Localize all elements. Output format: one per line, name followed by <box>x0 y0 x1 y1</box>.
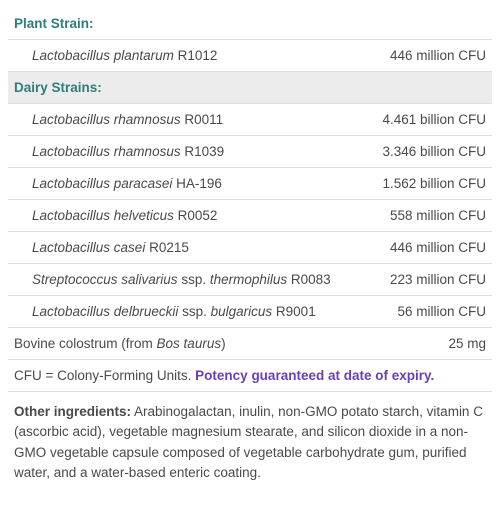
ingredient-amount: 4.461 billion CFU <box>372 112 486 127</box>
ingredient-amount: 1.562 billion CFU <box>372 176 486 191</box>
ingredient-subspecies: thermophilus <box>210 272 287 287</box>
ingredient-species: Lactobacillus delbrueckii <box>32 304 178 319</box>
ingredients-table: Plant Strain: Lactobacillus plantarum R10… <box>8 8 492 489</box>
ingredient-name: Bovine colostrum (from Bos taurus) <box>14 336 226 351</box>
ingredient-row: Lactobacillus paracasei HA-196 1.562 bill… <box>8 168 492 200</box>
footnote: CFU = Colony-Forming Units. Potency guar… <box>8 360 492 392</box>
ingredient-species: Lactobacillus plantarum <box>32 48 174 63</box>
section-heading: Dairy Strains: <box>8 72 492 104</box>
section-title: Plant Strain: <box>14 16 94 31</box>
other-ingredients: Other ingredients: Arabinogalactan, inul… <box>8 392 492 489</box>
ingredient-species: Lactobacillus paracasei <box>32 176 172 191</box>
ingredient-name: Lactobacillus rhamnosus R1039 <box>14 144 224 159</box>
ingredient-name: Lactobacillus helveticus R0052 <box>14 208 217 223</box>
ingredient-row: Lactobacillus helveticus R0052 558 millio… <box>8 200 492 232</box>
ingredient-name: Streptococcus salivarius ssp. thermophil… <box>14 272 331 287</box>
other-ingredients-lead: Other ingredients: <box>14 404 131 419</box>
ingredient-strain: HA-196 <box>176 176 222 191</box>
ingredient-name: Lactobacillus delbrueckii ssp. bulgaricu… <box>14 304 316 319</box>
potency-guarantee: Potency guaranteed at date of expiry. <box>195 368 434 383</box>
ingredient-strain: R0011 <box>184 112 223 127</box>
ingredient-amount: 223 million CFU <box>380 272 486 287</box>
ingredient-name: Lactobacillus plantarum R1012 <box>14 48 217 63</box>
ingredient-strain: R0215 <box>149 240 189 255</box>
ingredient-row: Streptococcus salivarius ssp. thermophil… <box>8 264 492 296</box>
ingredient-strain: R1012 <box>178 48 218 63</box>
ingredient-species: Streptococcus salivarius <box>32 272 178 287</box>
ingredient-species: Lactobacillus rhamnosus <box>32 112 181 127</box>
ingredient-amount: 3.346 billion CFU <box>372 144 486 159</box>
ingredient-species: Lactobacillus helveticus <box>32 208 174 223</box>
ingredient-amount: 446 million CFU <box>380 48 486 63</box>
ingredient-name: Lactobacillus paracasei HA-196 <box>14 176 222 191</box>
ingredient-subspecies: bulgaricus <box>211 304 273 319</box>
section-heading: Plant Strain: <box>8 8 492 40</box>
ingredient-row: Lactobacillus delbrueckii ssp. bulgaricu… <box>8 296 492 328</box>
ingredient-amount: 446 million CFU <box>380 240 486 255</box>
ingredient-species: Lactobacillus casei <box>32 240 145 255</box>
ingredient-strain: R0052 <box>178 208 218 223</box>
ingredient-name: Lactobacillus rhamnosus R0011 <box>14 112 223 127</box>
cfu-definition: CFU = Colony-Forming Units. <box>14 368 195 383</box>
ingredient-row: Lactobacillus casei R0215 446 million CFU <box>8 232 492 264</box>
ingredient-amount: 558 million CFU <box>380 208 486 223</box>
ingredient-species: Bos taurus <box>157 336 222 351</box>
ingredient-row: Bovine colostrum (from Bos taurus) 25 mg <box>8 328 492 360</box>
ingredient-row: Lactobacillus plantarum R1012 446 million… <box>8 40 492 72</box>
ingredient-strain: R1039 <box>184 144 224 159</box>
ingredient-strain: R9001 <box>276 304 316 319</box>
ingredient-strain: R0083 <box>291 272 331 287</box>
ingredient-amount: 56 million CFU <box>387 304 486 319</box>
section-title: Dairy Strains: <box>14 80 102 95</box>
ingredient-species: Lactobacillus rhamnosus <box>32 144 181 159</box>
ingredient-row: Lactobacillus rhamnosus R1039 3.346 billi… <box>8 136 492 168</box>
ingredient-amount: 25 mg <box>438 336 486 351</box>
ingredient-row: Lactobacillus rhamnosus R0011 4.461 billi… <box>8 104 492 136</box>
ingredient-name: Lactobacillus casei R0215 <box>14 240 189 255</box>
